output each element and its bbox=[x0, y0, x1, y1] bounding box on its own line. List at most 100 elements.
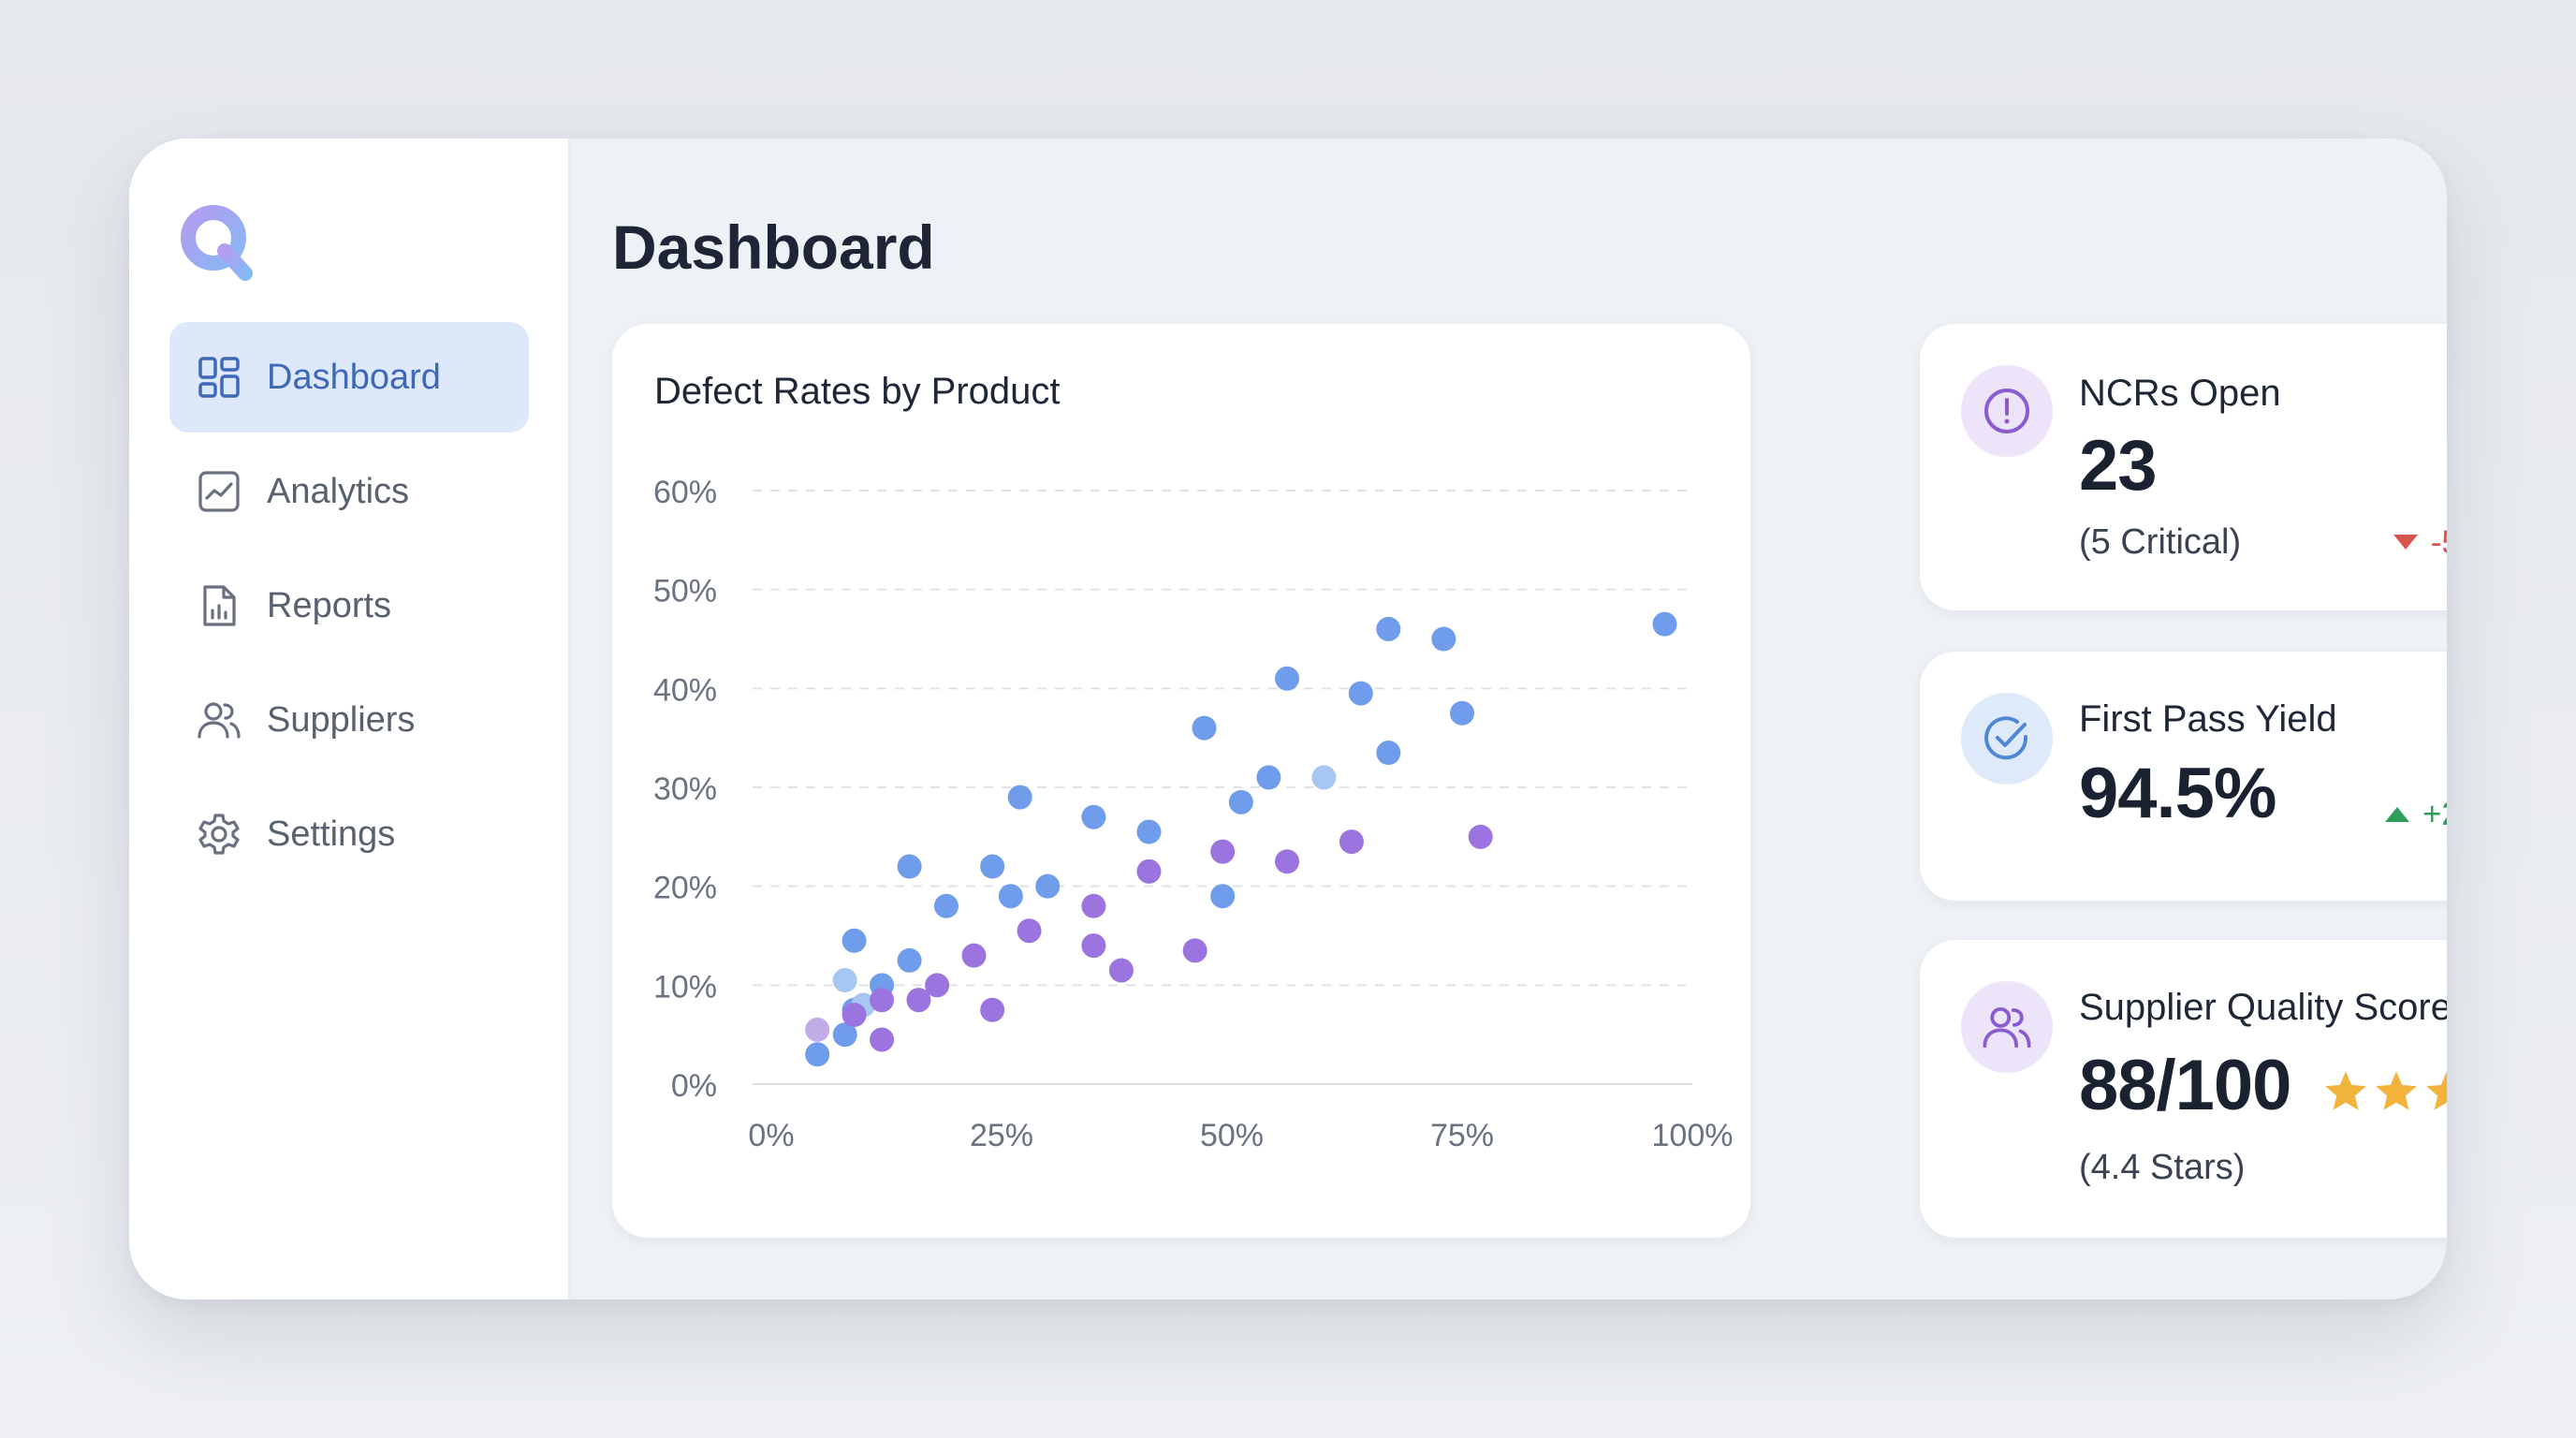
sidebar-item-label: Dashboard bbox=[267, 357, 441, 397]
sidebar-item-settings[interactable]: Settings bbox=[169, 779, 529, 889]
data-point bbox=[1017, 918, 1042, 944]
y-tick-label: 60% bbox=[653, 475, 717, 510]
data-point bbox=[1081, 933, 1106, 959]
fpy-trend: +2% bbox=[2384, 796, 2447, 833]
ncrs-trend-value: -5% bbox=[2430, 524, 2447, 561]
alert-circle-icon bbox=[1961, 365, 2053, 457]
defect-rate-chart-card: Defect Rates by Product 0% 10% 20% 30% 40% 50… bbox=[612, 324, 1750, 1238]
data-point bbox=[1228, 789, 1253, 814]
y-tick-label: 0% bbox=[671, 1068, 717, 1104]
report-file-icon bbox=[196, 582, 242, 629]
data-point bbox=[1192, 715, 1217, 741]
data-point bbox=[1035, 873, 1061, 899]
supplier-quality-card[interactable]: Supplier Quality Score 88/100 (4.4 Stars… bbox=[1920, 940, 2447, 1238]
data-point bbox=[1431, 626, 1456, 652]
data-point bbox=[1136, 858, 1162, 884]
app-logo[interactable] bbox=[178, 202, 258, 283]
star-icon bbox=[2426, 1071, 2447, 1110]
data-point bbox=[998, 884, 1023, 909]
main-content: Dashboard Defect Rates by Product 0% 10% 2… bbox=[570, 139, 2447, 1299]
check-circle-icon bbox=[1961, 693, 2053, 785]
x-tick-label: 25% bbox=[970, 1118, 1033, 1153]
y-tick-label: 40% bbox=[653, 672, 717, 708]
ncrs-value: 23 bbox=[2079, 426, 2158, 506]
data-point bbox=[1348, 681, 1373, 706]
data-point bbox=[1210, 884, 1236, 909]
page-title: Dashboard bbox=[612, 213, 935, 282]
data-point bbox=[1311, 765, 1337, 790]
sidebar-item-suppliers[interactable]: Suppliers bbox=[169, 665, 529, 775]
data-point bbox=[832, 968, 857, 993]
data-point bbox=[1108, 958, 1134, 983]
trend-up-icon bbox=[2384, 807, 2409, 822]
ncrs-open-card[interactable]: NCRs Open 23 (5 Critical) -5% bbox=[1920, 324, 2447, 610]
fpy-title: First Pass Yield bbox=[2079, 698, 2337, 740]
sidebar-item-reports[interactable]: Reports bbox=[169, 550, 529, 661]
data-point bbox=[1081, 804, 1106, 829]
chart-title: Defect Rates by Product bbox=[654, 371, 1061, 412]
data-point bbox=[1652, 611, 1677, 637]
defect-rate-scatter-chart[interactable]: 0% 10% 20% 30% 40% 50% 60% 0% 25% 50% 75% 100% bbox=[612, 324, 1750, 1238]
data-point bbox=[805, 1017, 830, 1042]
data-point bbox=[1007, 785, 1032, 810]
data-point bbox=[1182, 938, 1208, 963]
ncrs-critical-count: (5 Critical) bbox=[2079, 522, 2242, 562]
data-point bbox=[933, 893, 959, 918]
data-point bbox=[897, 854, 922, 879]
sidebar-item-label: Reports bbox=[267, 585, 392, 625]
sidebar-item-dashboard[interactable]: Dashboard bbox=[169, 322, 529, 433]
x-tick-label: 50% bbox=[1200, 1118, 1264, 1153]
data-point bbox=[805, 1042, 830, 1067]
data-point bbox=[870, 1027, 895, 1052]
users-icon bbox=[1961, 981, 2053, 1073]
data-point bbox=[832, 1022, 857, 1048]
data-point bbox=[1450, 700, 1474, 726]
supplier-star-count: (4.4 Stars) bbox=[2079, 1148, 2246, 1187]
users-icon bbox=[196, 697, 242, 743]
sidebar-item-label: Analytics bbox=[267, 471, 410, 511]
data-point bbox=[1468, 824, 1493, 849]
data-point bbox=[842, 1003, 867, 1028]
sidebar-nav: Dashboard Analytics bbox=[169, 322, 529, 893]
sidebar-item-analytics[interactable]: Analytics bbox=[169, 436, 529, 547]
ncrs-title: NCRs Open bbox=[2079, 373, 2281, 414]
data-point bbox=[870, 988, 895, 1013]
data-point bbox=[842, 928, 867, 953]
data-point bbox=[961, 943, 987, 968]
supplier-score-title: Supplier Quality Score bbox=[2079, 987, 2447, 1028]
grid-icon bbox=[196, 354, 242, 401]
line-chart-icon bbox=[196, 468, 242, 515]
sidebar: Dashboard Analytics bbox=[129, 139, 570, 1299]
gear-icon bbox=[196, 811, 242, 858]
star-icon bbox=[2325, 1071, 2366, 1110]
fpy-value: 94.5% bbox=[2079, 754, 2276, 833]
star-icon bbox=[2376, 1071, 2417, 1110]
data-point bbox=[1256, 765, 1281, 790]
data-point bbox=[1081, 893, 1106, 918]
star-rating bbox=[2323, 1069, 2447, 1112]
fpy-trend-value: +2% bbox=[2422, 796, 2447, 832]
x-tick-label: 100% bbox=[1652, 1118, 1734, 1153]
data-point bbox=[1376, 741, 1401, 766]
y-tick-label: 30% bbox=[653, 771, 717, 807]
data-point bbox=[897, 947, 922, 973]
data-point bbox=[980, 854, 1005, 879]
data-point bbox=[1376, 616, 1401, 641]
x-tick-label: 0% bbox=[748, 1118, 794, 1153]
y-tick-label: 50% bbox=[653, 574, 717, 609]
y-tick-label: 20% bbox=[653, 871, 717, 906]
y-tick-label: 10% bbox=[653, 969, 717, 1005]
data-point bbox=[925, 973, 950, 998]
data-point bbox=[980, 997, 1005, 1022]
first-pass-yield-card[interactable]: First Pass Yield 94.5% +2% bbox=[1920, 652, 2447, 901]
trend-down-icon bbox=[2393, 535, 2418, 550]
ncrs-trend: -5% bbox=[2393, 524, 2447, 562]
app-window: Dashboard Analytics bbox=[129, 139, 2447, 1299]
supplier-score-value: 88/100 bbox=[2079, 1046, 2291, 1125]
data-point bbox=[1275, 666, 1300, 691]
data-point bbox=[1275, 849, 1300, 874]
data-point bbox=[1339, 829, 1364, 855]
data-point bbox=[1136, 819, 1162, 844]
sidebar-item-label: Settings bbox=[267, 814, 396, 854]
x-tick-label: 75% bbox=[1430, 1118, 1494, 1153]
